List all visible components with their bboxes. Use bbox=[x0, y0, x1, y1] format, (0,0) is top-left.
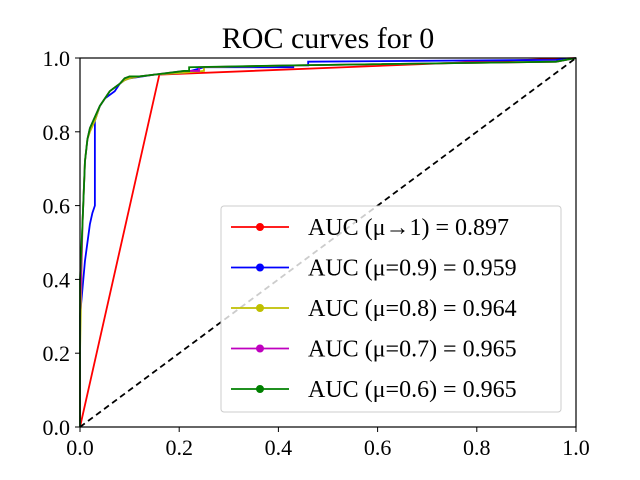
legend-swatch-marker bbox=[256, 263, 264, 272]
x-tick-label: 0.4 bbox=[265, 435, 293, 460]
legend-label: AUC (μ=0.8) = 0.964 bbox=[308, 296, 517, 322]
legend-label: AUC (μ=0.9) = 0.959 bbox=[308, 256, 517, 282]
legend-label: AUC (μ=0.6) = 0.965 bbox=[308, 377, 517, 403]
plot-frame bbox=[79, 57, 577, 428]
x-tick-label: 0.2 bbox=[165, 435, 193, 460]
y-tick-label: 0.4 bbox=[43, 267, 71, 292]
x-tick-label: 0.8 bbox=[463, 435, 491, 460]
y-tick-label: 0.6 bbox=[43, 194, 71, 219]
legend-swatch-marker bbox=[256, 304, 264, 312]
x-tick-label: 1.0 bbox=[562, 435, 590, 460]
x-tick-label: 0.6 bbox=[364, 435, 392, 460]
chance-reference-line bbox=[79, 57, 577, 428]
legend-swatch-marker bbox=[256, 385, 264, 393]
y-tick-label: 1.0 bbox=[43, 46, 71, 71]
series-layer bbox=[79, 57, 577, 428]
axes-layer: 0.0 0.2 0.4 0.6 0.8 1.0 0.0 0.2 0.4 0.6 0.8 1.0 bbox=[43, 46, 590, 460]
legend-swatch-marker bbox=[256, 344, 264, 353]
legend-label: AUC (μ→1) = 0.897 bbox=[308, 215, 509, 241]
legend-label: AUC (μ=0.7) = 0.965 bbox=[308, 337, 517, 363]
legend-box bbox=[220, 205, 562, 413]
y-tick-label: 0.0 bbox=[43, 415, 71, 440]
y-tick-label: 0.8 bbox=[43, 120, 71, 145]
y-tick-label: 0.2 bbox=[43, 341, 71, 366]
x-tick-label: 0.0 bbox=[66, 435, 94, 460]
legend: AUC (μ→1) = 0.897 AUC (μ=0.9) = 0.959 AUC … bbox=[220, 205, 562, 413]
roc-line-5 bbox=[79, 57, 577, 427]
chart-title: ROC curves for 0 bbox=[222, 22, 434, 55]
legend-swatch-marker bbox=[256, 223, 264, 231]
